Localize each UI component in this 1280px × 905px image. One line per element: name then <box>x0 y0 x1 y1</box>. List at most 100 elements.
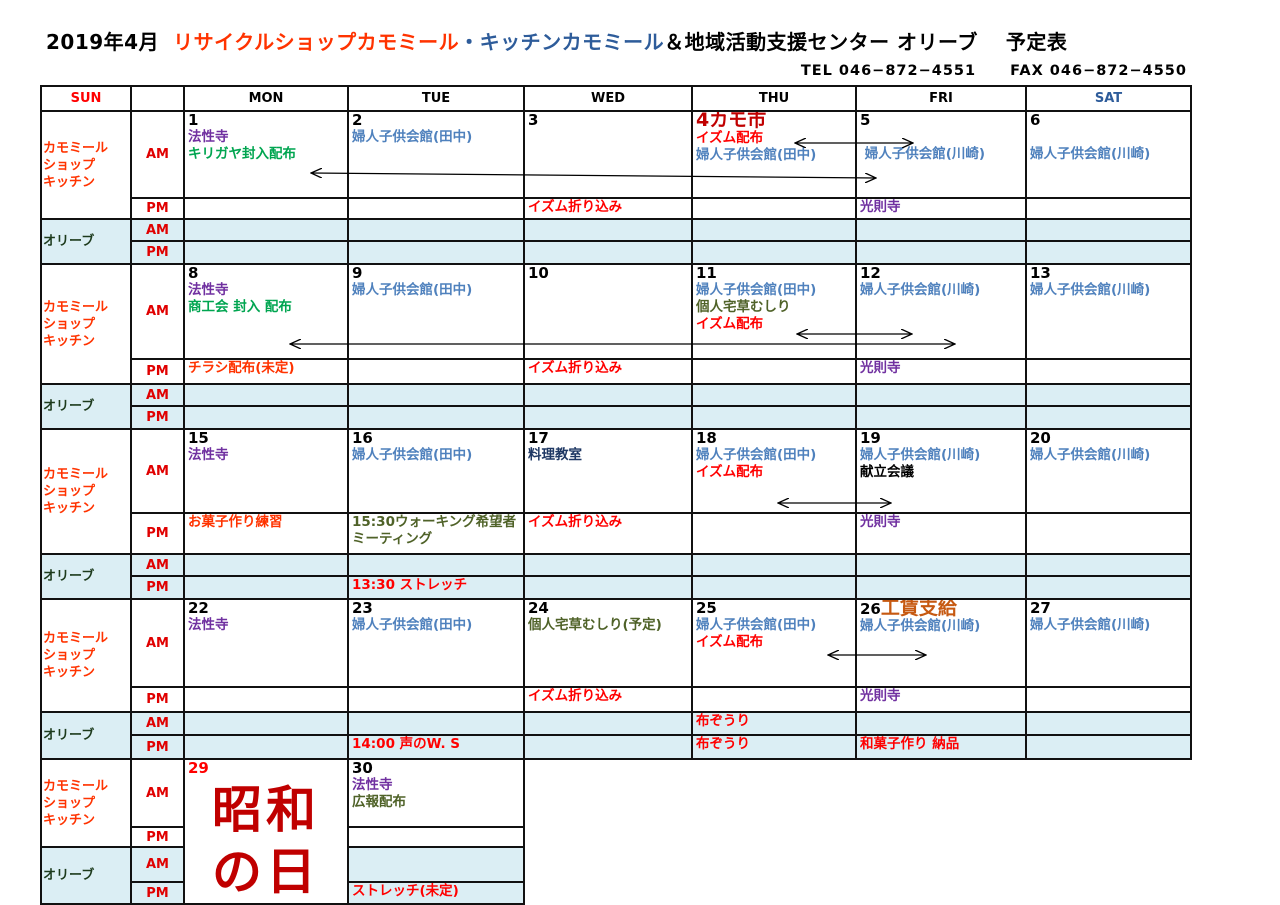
day-cell-1-oam[interactable] <box>183 218 349 242</box>
day-cell-6-pm[interactable] <box>1025 197 1192 220</box>
day-cell-17-am[interactable]: 17 料理教室 <box>523 428 693 514</box>
day-cell-12-am[interactable]: 12 婦人子供会館(川崎) <box>855 263 1027 360</box>
day-cell-9-oam[interactable] <box>347 383 525 407</box>
day-cell-11-oam[interactable] <box>691 383 857 407</box>
day-cell-4-am[interactable]: 4カモ市 イズム配布 婦人子供会館(田中) <box>691 110 857 199</box>
day-cell-8-oam[interactable] <box>183 383 349 407</box>
day-cell-2-pm[interactable] <box>347 197 525 220</box>
day-cell-3-oam[interactable] <box>523 218 693 242</box>
day-cell-24-oam[interactable] <box>523 711 693 736</box>
day-cell-19-opm[interactable] <box>855 575 1027 600</box>
day-cell-19-pm[interactable]: 光則寺 <box>855 512 1027 555</box>
day-cell-16-opm[interactable]: 13:30 ストレッチ <box>347 575 525 600</box>
day-cell-11-am[interactable]: 11 婦人子供会館(田中) 個人宅草むしり イズム配布 <box>691 263 857 360</box>
day-cell-16-pm[interactable]: 15:30ウォーキング希望者ミーティング <box>347 512 525 555</box>
day-cell-19-oam[interactable] <box>855 553 1027 577</box>
day-cell-26-pm[interactable]: 光則寺 <box>855 686 1027 713</box>
day-cell-13-am[interactable]: 13 婦人子供会館(川崎) <box>1025 263 1192 360</box>
day-cell-9-opm[interactable] <box>347 405 525 430</box>
day-cell-25-pm[interactable] <box>691 686 857 713</box>
day-cell-18-am[interactable]: 18 婦人子供会館(田中) イズム配布 <box>691 428 857 514</box>
day-cell-19-am[interactable]: 19 婦人子供会館(川崎) 献立会議 <box>855 428 1027 514</box>
day-cell-18-oam[interactable] <box>691 553 857 577</box>
day-cell-18-pm[interactable] <box>691 512 857 555</box>
day-cell-4-pm[interactable] <box>691 197 857 220</box>
day-cell-16-oam[interactable] <box>347 553 525 577</box>
day-cell-26-am[interactable]: 26工賃支給 婦人子供会館(川崎) <box>855 598 1027 688</box>
day-cell-15-am[interactable]: 15 法性寺 <box>183 428 349 514</box>
day-cell-29[interactable]: 29 昭和の日 <box>183 758 349 905</box>
day-cell-22-oam[interactable] <box>183 711 349 736</box>
day-cell-2-oam[interactable] <box>347 218 525 242</box>
day-cell-30-opm[interactable]: ストレッチ(未定) <box>347 881 525 905</box>
day-cell-10-am[interactable]: 10 <box>523 263 693 360</box>
day-cell-25-opm[interactable]: 布ぞうり <box>691 734 857 760</box>
day-cell-11-opm[interactable] <box>691 405 857 430</box>
day-cell-26-oam[interactable] <box>855 711 1027 736</box>
day-cell-22-am[interactable]: 22 法性寺 <box>183 598 349 688</box>
day-cell-25-am[interactable]: 25 婦人子供会館(田中) イズム配布 <box>691 598 857 688</box>
day-cell-8-am[interactable]: 8 法性寺 商工会 封入 配布 <box>183 263 349 360</box>
day-cell-10-pm[interactable]: イズム折り込み <box>523 358 693 385</box>
day-cell-5-opm[interactable] <box>855 240 1027 265</box>
day-cell-23-pm[interactable] <box>347 686 525 713</box>
day-cell-10-opm[interactable] <box>523 405 693 430</box>
day-cell-27-pm[interactable] <box>1025 686 1192 713</box>
day-cell-24-opm[interactable] <box>523 734 693 760</box>
day-cell-1-am[interactable]: 1 法性寺 キリガヤ封入配布 <box>183 110 349 199</box>
day-cell-20-opm[interactable] <box>1025 575 1192 600</box>
day-cell-27-opm[interactable] <box>1025 734 1192 760</box>
day-cell-27-oam[interactable] <box>1025 711 1192 736</box>
day-cell-13-oam[interactable] <box>1025 383 1192 407</box>
day-cell-2-am[interactable]: 2 婦人子供会館(田中) <box>347 110 525 199</box>
day-cell-17-opm[interactable] <box>523 575 693 600</box>
day-cell-11-pm[interactable] <box>691 358 857 385</box>
day-cell-23-oam[interactable] <box>347 711 525 736</box>
day-cell-4-oam[interactable] <box>691 218 857 242</box>
day-cell-17-pm[interactable]: イズム折り込み <box>523 512 693 555</box>
day-cell-3-am[interactable]: 3 <box>523 110 693 199</box>
day-cell-24-pm[interactable]: イズム折り込み <box>523 686 693 713</box>
day-cell-20-oam[interactable] <box>1025 553 1192 577</box>
day-cell-13-pm[interactable] <box>1025 358 1192 385</box>
day-cell-1-opm[interactable] <box>183 240 349 265</box>
day-cell-5-am[interactable]: 5 婦人子供会館(川崎) <box>855 110 1027 199</box>
day-cell-17-oam[interactable] <box>523 553 693 577</box>
day-cell-15-pm[interactable]: お菓子作り練習 <box>183 512 349 555</box>
day-cell-16-am[interactable]: 16 婦人子供会館(田中) <box>347 428 525 514</box>
day-cell-9-pm[interactable] <box>347 358 525 385</box>
day-cell-4-opm[interactable] <box>691 240 857 265</box>
day-cell-5-pm[interactable]: 光則寺 <box>855 197 1027 220</box>
day-cell-3-opm[interactable] <box>523 240 693 265</box>
day-cell-12-pm[interactable]: 光則寺 <box>855 358 1027 385</box>
day-cell-6-opm[interactable] <box>1025 240 1192 265</box>
day-cell-8-opm[interactable] <box>183 405 349 430</box>
day-cell-20-am[interactable]: 20 婦人子供会館(川崎) <box>1025 428 1192 514</box>
day-cell-26-opm[interactable]: 和菓子作り 納品 <box>855 734 1027 760</box>
day-cell-30-pm[interactable] <box>347 826 525 848</box>
day-cell-3-pm[interactable]: イズム折り込み <box>523 197 693 220</box>
day-cell-9-am[interactable]: 9 婦人子供会館(田中) <box>347 263 525 360</box>
day-cell-23-am[interactable]: 23 婦人子供会館(田中) <box>347 598 525 688</box>
day-cell-13-opm[interactable] <box>1025 405 1192 430</box>
day-cell-6-oam[interactable] <box>1025 218 1192 242</box>
day-cell-6-am[interactable]: 6 婦人子供会館(川崎) <box>1025 110 1192 199</box>
day-cell-10-oam[interactable] <box>523 383 693 407</box>
day-cell-12-opm[interactable] <box>855 405 1027 430</box>
day-cell-8-pm[interactable]: チラシ配布(未定) <box>183 358 349 385</box>
day-cell-30-am[interactable]: 30 法性寺 広報配布 <box>347 758 525 828</box>
day-cell-15-opm[interactable] <box>183 575 349 600</box>
day-cell-18-opm[interactable] <box>691 575 857 600</box>
day-cell-22-opm[interactable] <box>183 734 349 760</box>
day-cell-25-oam[interactable]: 布ぞうり <box>691 711 857 736</box>
day-cell-20-pm[interactable] <box>1025 512 1192 555</box>
day-cell-23-opm[interactable]: 14:00 声のW. S <box>347 734 525 760</box>
day-cell-5-oam[interactable] <box>855 218 1027 242</box>
day-cell-24-am[interactable]: 24 個人宅草むしり(予定) <box>523 598 693 688</box>
day-cell-2-opm[interactable] <box>347 240 525 265</box>
day-cell-30-oam[interactable] <box>347 846 525 883</box>
day-cell-27-am[interactable]: 27 婦人子供会館(川崎) <box>1025 598 1192 688</box>
day-cell-12-oam[interactable] <box>855 383 1027 407</box>
day-cell-15-oam[interactable] <box>183 553 349 577</box>
day-cell-1-pm[interactable] <box>183 197 349 220</box>
